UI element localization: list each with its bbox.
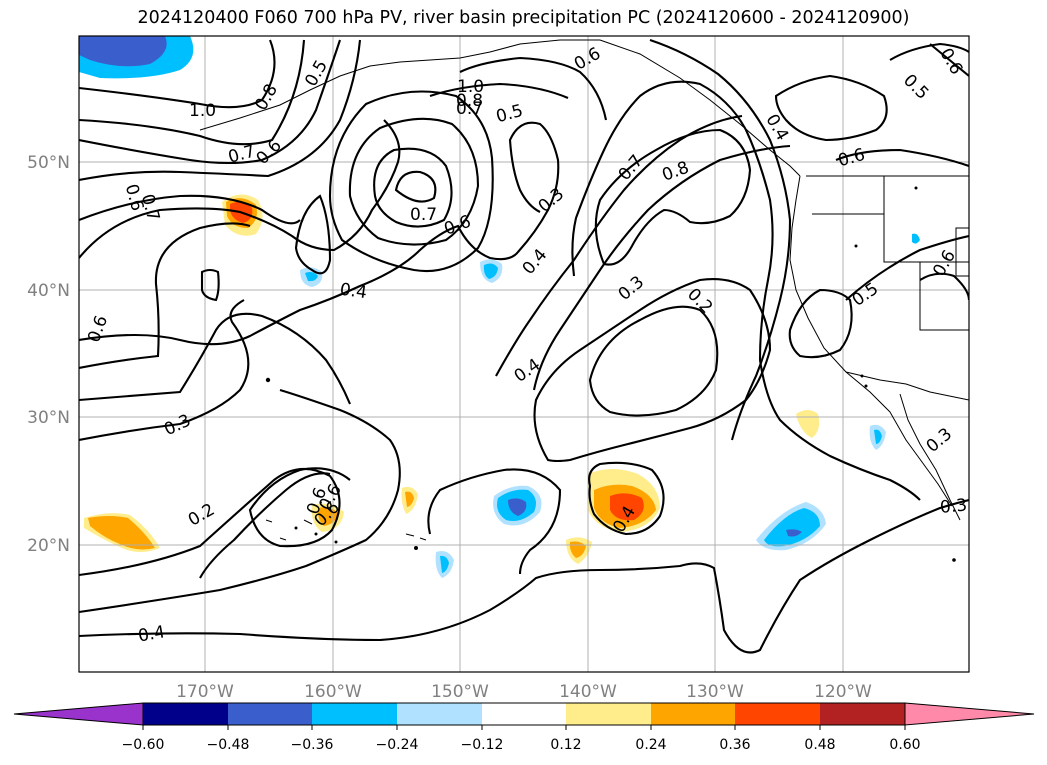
contour-label: 0.8	[456, 91, 483, 111]
colorbar-tick-labels: −0.60 −0.48 −0.36 −0.24 −0.12 0.12 0.24 …	[122, 737, 921, 753]
islands	[265, 186, 956, 562]
colorbar-extend-high	[904, 702, 1035, 726]
lon-label: 120°W	[814, 682, 872, 702]
colorbar-tick-label: 0.60	[889, 737, 920, 753]
colorbar-tick-label: −0.24	[376, 737, 419, 753]
map-title: 2024120400 F060 700 hPa PV, river basin …	[137, 8, 910, 28]
contour-label: 0.4	[137, 622, 167, 646]
lat-label: 20°N	[27, 536, 70, 556]
colorbar-tick-label: 0.36	[719, 737, 750, 753]
contour-label: 0.6	[935, 45, 966, 78]
colorbar: −0.60 −0.48 −0.36 −0.24 −0.12 0.12 0.24 …	[13, 702, 1035, 753]
contour-label: 0.3	[939, 496, 968, 518]
contour-label: 0.4	[761, 111, 792, 144]
contour-label: 0.4	[339, 280, 369, 304]
colorbar-segment	[651, 703, 735, 725]
contour-label: 0.6	[84, 313, 112, 345]
contour-label: 1.0	[189, 101, 216, 121]
contour-label: 0.7	[410, 205, 437, 225]
colorbar-segment	[566, 703, 651, 725]
colorbar-tick-label: 0.24	[635, 737, 666, 753]
colorbar-outline	[142, 702, 906, 726]
colorbar-segment	[228, 703, 312, 725]
pv-contours	[79, 39, 969, 654]
colorbar-segment	[143, 703, 228, 725]
contour-label: 0.3	[615, 272, 649, 305]
contour-label: 0.5	[849, 279, 883, 311]
contour-label: 0.7	[456, 99, 483, 119]
lon-label: 150°W	[431, 682, 489, 702]
colorbar-tick-label: 0.12	[550, 737, 581, 753]
colorbar-tick-label: −0.48	[207, 737, 250, 753]
contour-label: 0.4	[519, 245, 552, 279]
lon-label: 170°W	[176, 682, 234, 702]
colorbar-tick-label: −0.60	[122, 737, 165, 753]
contour-label: 0.5	[301, 57, 332, 90]
colorbar-ticks	[142, 725, 906, 730]
contour-label: 0.4	[511, 355, 545, 387]
contour-label: 0.6	[836, 145, 867, 171]
coastlines	[199, 39, 969, 541]
lon-label: 140°W	[559, 682, 617, 702]
contour-label: 0.3	[923, 424, 957, 457]
gridlines	[79, 36, 969, 672]
lat-label: 40°N	[27, 281, 70, 301]
colorbar-segment	[397, 703, 482, 725]
contour-label: 0.5	[899, 71, 932, 104]
plot-frame	[78, 35, 970, 673]
contour-label: 1.0	[457, 77, 484, 97]
contour-label: 0.6	[253, 136, 286, 169]
contour-label: 0.8	[251, 81, 282, 114]
lat-label: 50°N	[27, 153, 70, 173]
longitude-labels: 170°W 160°W 150°W 140°W 130°W 120°W	[176, 682, 872, 702]
colorbar-segment	[482, 703, 566, 725]
colorbar-segment	[820, 703, 905, 725]
colorbar-segment	[735, 703, 820, 725]
colorbar-tick-label: −0.12	[461, 737, 504, 753]
contour-label: 0.5	[494, 101, 525, 127]
map-plot-area: 1.0 0.8 0.5 0.7 0.6 0.6 0.7 0.6 0.4 0.6 …	[79, 36, 969, 672]
colorbar-tick-label: 0.48	[804, 737, 835, 753]
colorbar-extend-low	[13, 702, 144, 726]
colorbar-tick-label: −0.36	[291, 737, 334, 753]
lon-label: 160°W	[304, 682, 362, 702]
contour-label: 0.7	[137, 192, 163, 223]
contour-label: 0.2	[185, 500, 218, 531]
lon-label: 130°W	[686, 682, 744, 702]
contour-label: 0.3	[161, 411, 194, 441]
latitude-labels: 50°N 40°N 30°N 20°N	[27, 153, 70, 556]
contour-label: 0.7	[615, 151, 648, 185]
lat-label: 30°N	[27, 408, 70, 428]
colorbar-segment	[312, 703, 397, 725]
precip-shading	[79, 36, 920, 578]
